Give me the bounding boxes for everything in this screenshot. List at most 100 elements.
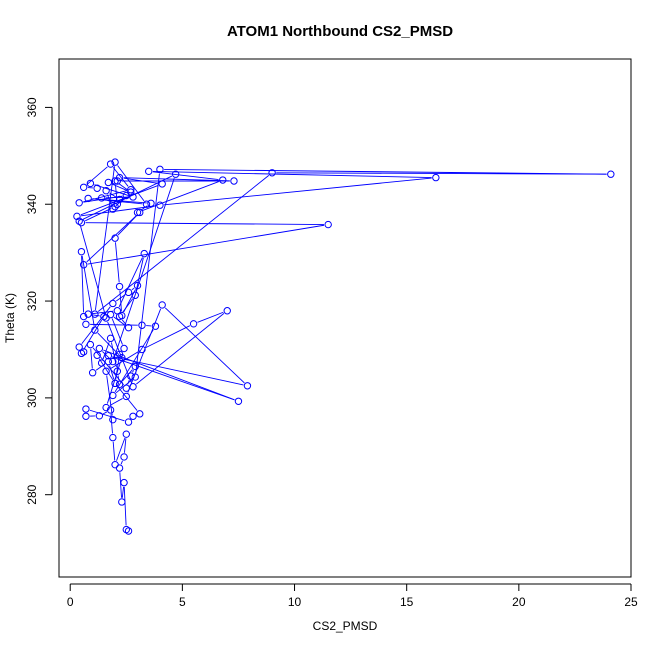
series-segment [118, 183, 128, 191]
data-point [115, 173, 124, 182]
data-point [100, 312, 108, 321]
data-point [171, 170, 180, 178]
series-segment [86, 166, 108, 185]
data-point [106, 406, 115, 414]
data-point [84, 194, 92, 203]
series-segment [152, 170, 432, 178]
data-point [77, 247, 86, 256]
series-segment [81, 306, 111, 344]
data-point [86, 340, 95, 349]
data-point [120, 344, 128, 353]
series-segment [107, 321, 132, 383]
data-point [75, 343, 83, 351]
series-segment [80, 184, 159, 216]
data-point [102, 314, 110, 322]
series-segment [123, 289, 136, 313]
data-point [82, 320, 90, 328]
series-segment [85, 208, 112, 222]
series-segment [110, 414, 113, 434]
series-segment [102, 351, 111, 359]
data-point [158, 301, 166, 309]
data-point [124, 323, 133, 332]
data-point [104, 352, 113, 360]
data-point [607, 170, 615, 178]
data-point [324, 220, 332, 229]
data-point [122, 392, 130, 401]
series-segment [164, 168, 607, 175]
x-tick-label: 0 [67, 595, 74, 609]
data-point [131, 373, 139, 381]
data-point [106, 334, 115, 343]
data-point [124, 527, 133, 535]
series-segment [113, 316, 126, 326]
data-point [95, 412, 104, 420]
series-segment [90, 348, 93, 369]
data-point [122, 384, 130, 392]
series-segment [132, 370, 134, 373]
data-point [93, 351, 101, 359]
data-point [106, 310, 115, 319]
series-segment [124, 438, 127, 453]
data-point [111, 379, 119, 388]
data-point [115, 464, 124, 472]
data-point [151, 322, 160, 330]
data-point [73, 212, 81, 221]
series-segment [102, 411, 108, 415]
data-point [75, 199, 83, 207]
data-point [82, 405, 90, 413]
data-point [118, 311, 126, 320]
data-point [77, 218, 86, 227]
x-tick-label: 15 [400, 595, 414, 609]
x-tick-label: 5 [179, 595, 186, 609]
series-segment [123, 177, 230, 182]
x-axis: 0 5 10 15 20 25 [67, 583, 638, 609]
data-point [122, 525, 130, 534]
y-axis: 280 300 320 340 360 [25, 97, 53, 505]
series-segment [111, 318, 123, 345]
data-point [118, 353, 126, 362]
series-segment [117, 386, 138, 411]
data-point [129, 412, 137, 420]
series-segment [94, 166, 115, 311]
data-point [432, 173, 440, 182]
series-segment [141, 181, 219, 212]
series-segment [79, 225, 106, 315]
data-point [109, 433, 117, 442]
series-segment [145, 325, 191, 348]
data-point [111, 460, 119, 469]
data-point [109, 299, 117, 308]
data-point [91, 326, 99, 334]
series-segment [120, 460, 123, 465]
data-point [268, 169, 276, 177]
series-segment [85, 222, 324, 225]
data-point [93, 184, 101, 192]
series-segment [121, 486, 125, 498]
series-segment [117, 375, 120, 381]
series-segment [119, 472, 122, 498]
series-segment [109, 398, 123, 406]
data-point [79, 183, 88, 191]
y-tick-label: 320 [25, 291, 39, 311]
series-segment [99, 358, 114, 381]
data-point [115, 282, 124, 291]
data-point [79, 261, 88, 269]
data-point [234, 397, 243, 405]
series-segment [83, 319, 103, 350]
data-point [122, 430, 130, 438]
data-point [109, 391, 117, 400]
data-point [133, 208, 142, 217]
data-point [127, 372, 135, 380]
data-point [109, 357, 117, 366]
data-point [136, 410, 144, 418]
data-point [79, 312, 88, 321]
y-axis-label: Theta (K) [3, 293, 17, 343]
data-point [138, 345, 146, 354]
data-point [127, 186, 135, 194]
data-point [102, 186, 110, 195]
data-point [115, 195, 124, 204]
series-segment [135, 257, 144, 292]
series-line [79, 165, 607, 526]
data-point [243, 382, 252, 390]
data-point [145, 167, 153, 176]
